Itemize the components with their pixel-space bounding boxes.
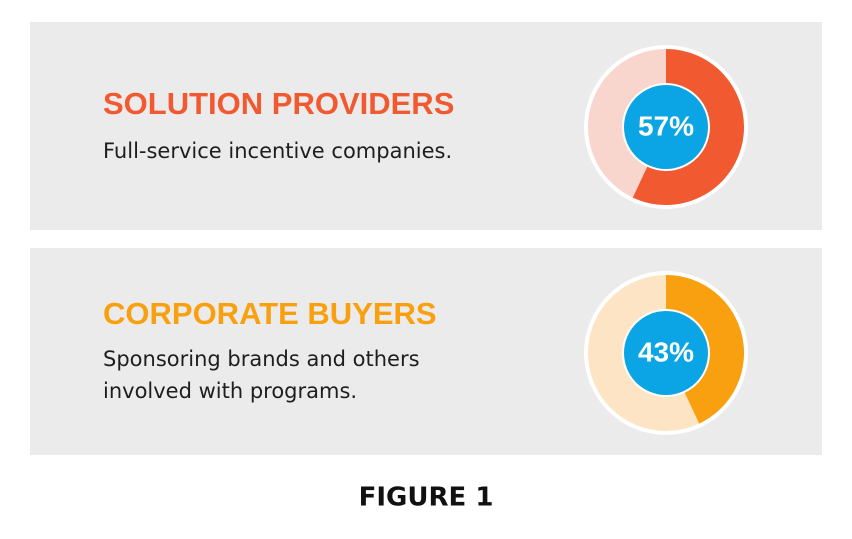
donut-segment	[665, 275, 744, 424]
panel-description: Sponsoring brands and others	[103, 347, 420, 371]
panel-title: CORPORATE BUYERS	[103, 296, 437, 331]
donut-center	[624, 311, 708, 395]
caption: FIGURE 1	[359, 483, 494, 513]
panel-title: SOLUTION PROVIDERS	[103, 86, 454, 121]
value-label: 57%	[638, 110, 694, 141]
donut-segment	[632, 49, 744, 205]
panel-description: Full-service incentive companies.	[103, 139, 452, 163]
value-label: 43%	[638, 336, 694, 367]
donut-center	[624, 85, 708, 169]
panel-description: involved with programs.	[103, 379, 357, 403]
